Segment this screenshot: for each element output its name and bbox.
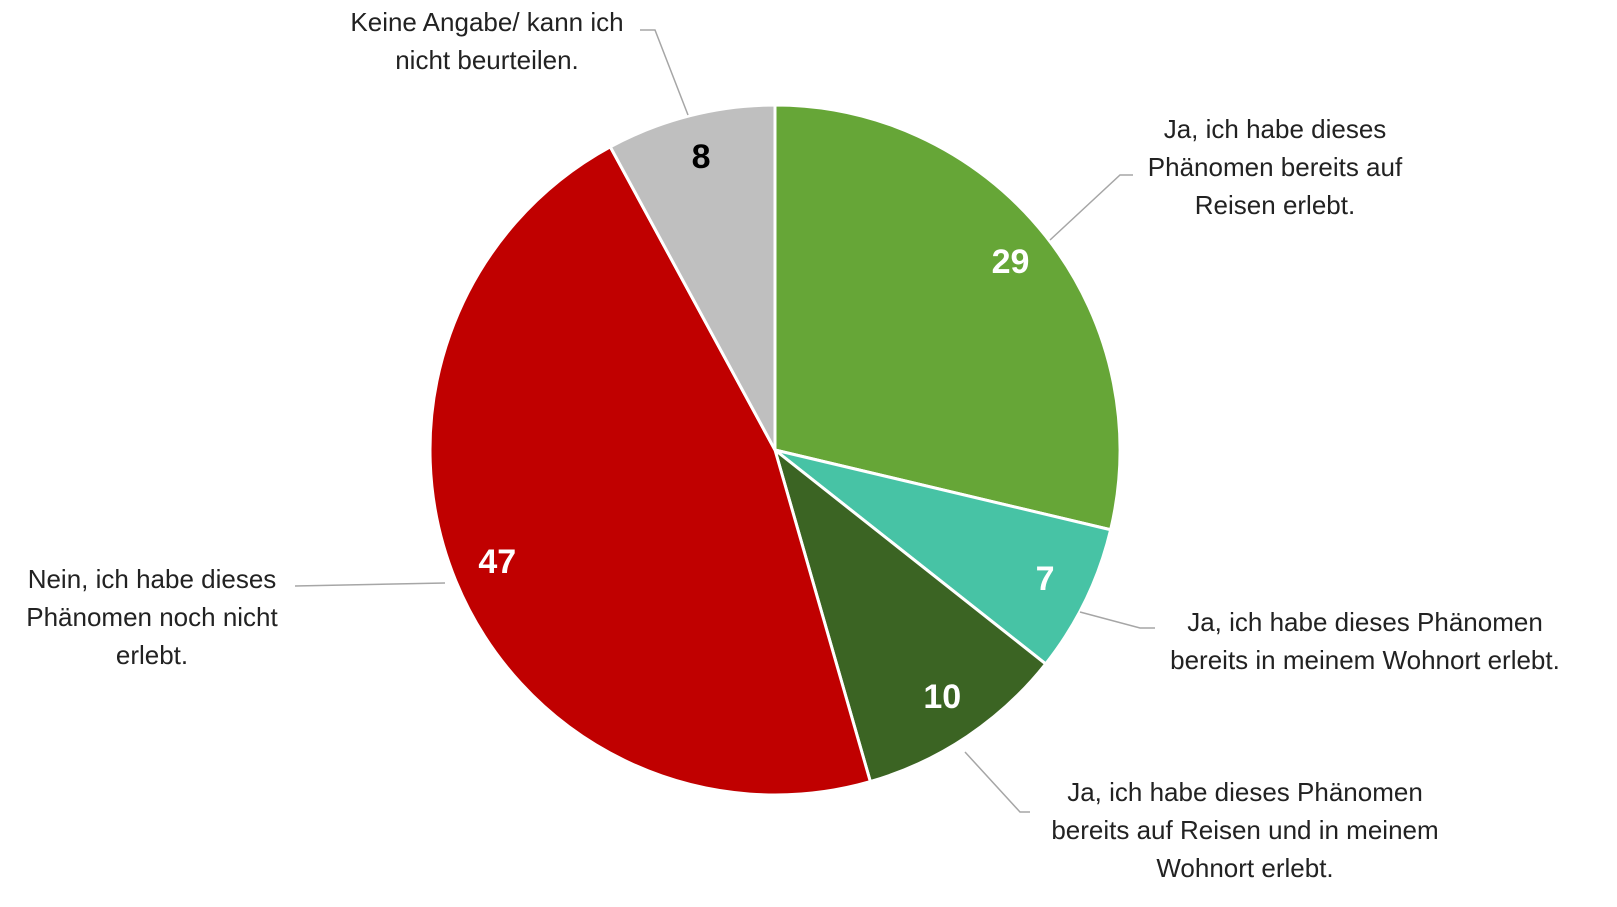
leader-line xyxy=(964,751,1030,813)
category-label: Ja, ich habe dieses Phänomen bereits in … xyxy=(1170,607,1560,675)
pie-slice xyxy=(428,144,873,797)
data-label: 29 xyxy=(992,243,1030,281)
pie-slice xyxy=(772,445,1048,784)
category-label: Ja, ich habe dieses Phänomen bereits auf… xyxy=(1051,777,1439,883)
category-label: Nein, ich habe dieses Phänomen noch nich… xyxy=(26,564,278,670)
pie-slice xyxy=(773,103,1122,532)
pie-slice xyxy=(608,103,777,451)
leader-line xyxy=(1079,611,1155,629)
leader-line xyxy=(294,582,446,587)
data-label: 47 xyxy=(478,543,516,581)
data-label: 7 xyxy=(1036,560,1055,598)
leader-line xyxy=(640,29,689,116)
pie-slice xyxy=(774,448,1113,667)
category-label: Ja, ich habe dieses Phänomen bereits auf… xyxy=(1147,114,1403,220)
leader-line xyxy=(1049,174,1133,241)
category-label: Keine Angabe/ kann ich nicht beurteilen. xyxy=(350,7,624,75)
data-label: 10 xyxy=(923,678,961,716)
data-label: 8 xyxy=(692,138,711,176)
